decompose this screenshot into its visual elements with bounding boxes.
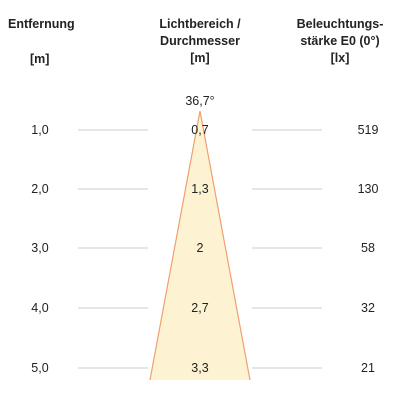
distance-value: 4,0 [31, 301, 49, 315]
illuminance-header-line2: stärke E0 (0°) [300, 34, 380, 48]
beam-header-unit: [m] [190, 51, 210, 65]
beam-header: Lichtbereich / Durchmesser [m] [159, 16, 240, 67]
illuminance-value: 58 [361, 241, 375, 255]
cone-left-edge [149, 110, 201, 381]
light-cone [150, 111, 250, 380]
illuminance-value: 21 [361, 361, 375, 375]
beam-header-line1: Lichtbereich / [159, 17, 241, 31]
distance-value: 2,0 [31, 182, 49, 196]
distance-unit-label: [m] [30, 52, 50, 66]
illuminance-value: 130 [357, 182, 379, 196]
distance-header-label: Entfernung [8, 17, 75, 31]
row-guide-lines [78, 129, 322, 369]
diameter-value: 2,7 [191, 301, 209, 315]
diameter-value: 2 [196, 241, 204, 255]
distance-unit: [m] [30, 51, 49, 68]
distance-value: 1,0 [31, 123, 49, 137]
beam-angle-label: 36,7° [185, 94, 215, 108]
distance-header: Entfernung [8, 16, 75, 33]
illuminance-value: 32 [361, 301, 375, 315]
diameter-value: 3,3 [191, 361, 209, 375]
distance-value: 5,0 [31, 361, 49, 375]
illuminance-header-line1: Beleuchtungs- [296, 17, 384, 31]
distance-value: 3,0 [31, 241, 49, 255]
illuminance-header-unit: [lx] [330, 51, 350, 65]
illuminance-value: 519 [357, 123, 379, 137]
diameter-value: 1,3 [191, 182, 209, 196]
cone-right-edge [199, 110, 251, 381]
beam-header-line2: Durchmesser [160, 34, 240, 48]
diameter-value: 0,7 [191, 123, 209, 137]
illuminance-header: Beleuchtungs- stärke E0 (0°) [lx] [297, 16, 384, 67]
